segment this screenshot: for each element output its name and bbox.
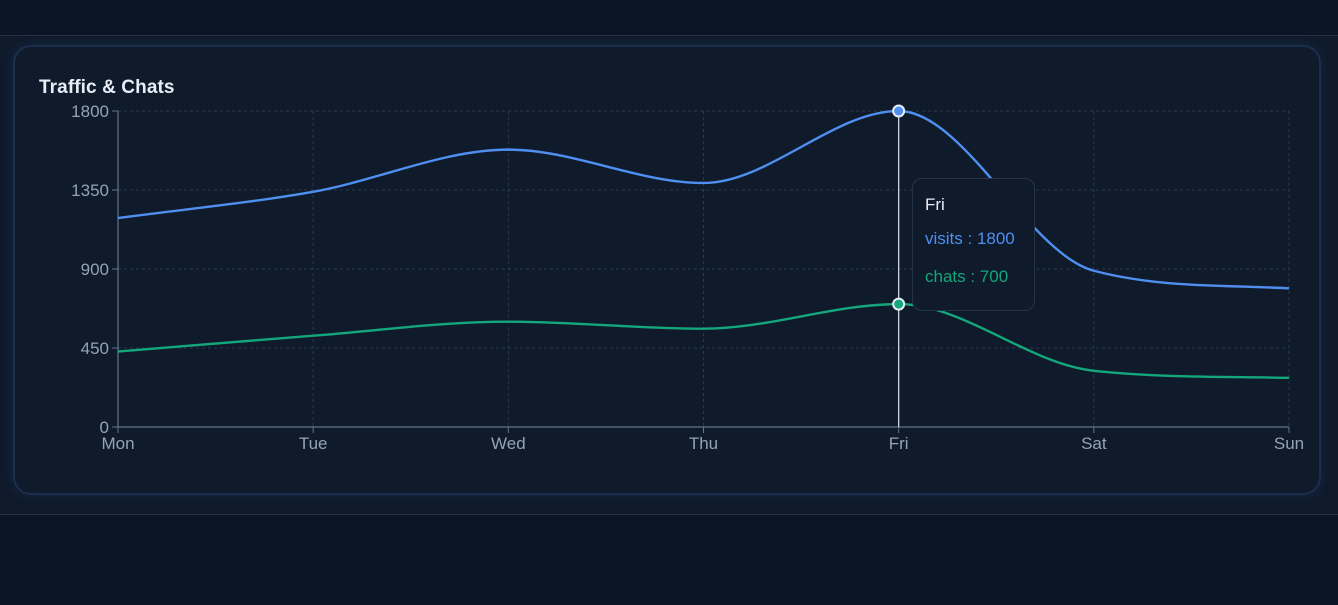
chart-title: Traffic & Chats bbox=[39, 77, 175, 98]
x-tick-label: Sat bbox=[1081, 434, 1107, 453]
series-line-chats bbox=[117, 302, 1290, 380]
x-tick-label: Tue bbox=[299, 434, 328, 453]
active-points bbox=[892, 104, 906, 311]
y-tick-label: 450 bbox=[81, 339, 109, 358]
chart-tooltip: Fri visits : 1800 chats : 700 bbox=[912, 178, 1035, 311]
active-point-chats bbox=[892, 297, 906, 311]
series-line-visits bbox=[117, 109, 1290, 290]
tooltip-row-visits: visits : 1800 bbox=[925, 229, 1015, 248]
x-tick-label: Fri bbox=[889, 434, 909, 453]
x-tick-label: Mon bbox=[101, 434, 134, 453]
tooltip-row-chats: chats : 700 bbox=[925, 267, 1009, 286]
y-tick-label: 1800 bbox=[71, 102, 109, 121]
y-tick-label: 1350 bbox=[71, 181, 109, 200]
y-tick-label: 900 bbox=[81, 260, 109, 279]
active-point-visits bbox=[892, 104, 906, 118]
chart-card bbox=[13, 45, 1321, 495]
y-tick-label: 0 bbox=[100, 418, 109, 437]
series-lines bbox=[117, 109, 1290, 380]
x-tick-label: Wed bbox=[491, 434, 526, 453]
grid-lines bbox=[118, 110, 1290, 427]
tooltip-label: Fri bbox=[925, 195, 945, 214]
x-tick-label: Thu bbox=[689, 434, 718, 453]
axes: 0 450 900 1350 1800 Mon Tue Wed Thu Fri Sat Sun bbox=[71, 102, 1304, 453]
x-tick-label: Sun bbox=[1274, 434, 1304, 453]
